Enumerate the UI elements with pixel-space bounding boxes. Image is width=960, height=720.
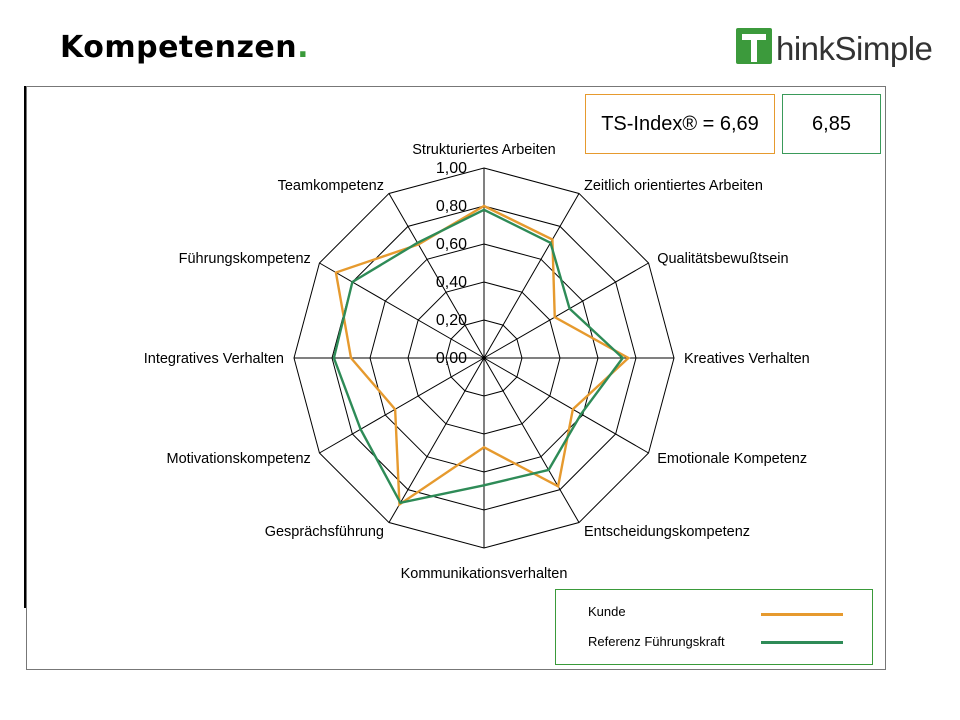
grid-spoke-3: [483, 262, 649, 359]
logo-mark-icon: [736, 28, 772, 64]
category-label-11: Führungskompetenz: [179, 251, 311, 267]
legend: Kunde Referenz Führungskraft: [555, 589, 873, 665]
grid-spoke-9: [319, 357, 485, 454]
category-label-3: Qualitätsbewußtsein: [657, 251, 788, 267]
category-label-7: Kommunikationsverhalten: [401, 566, 568, 582]
series-line-referenz: [332, 208, 625, 505]
category-label-12: Teamkompetenz: [278, 178, 384, 194]
category-label-10: Integratives Verhalten: [144, 351, 284, 367]
category-label-4: Kreatives Verhalten: [684, 351, 810, 367]
grid-spoke-5: [483, 357, 649, 454]
grid-spoke-6: [483, 357, 580, 523]
tick-label-1: 0,20: [436, 312, 467, 329]
grid-spoke-11: [319, 262, 485, 359]
grid-spoke-8: [388, 357, 485, 523]
legend-swatch-referenz: [761, 641, 843, 644]
tick-label-4: 0,80: [436, 198, 467, 215]
category-label-9: Motivationskompetenz: [167, 451, 311, 467]
ts-index-referenz-box: 6,85: [782, 94, 881, 154]
legend-label-kunde: Kunde: [588, 604, 626, 619]
category-label-5: Emotionale Kompetenz: [657, 451, 807, 467]
chart-frame: [26, 86, 886, 670]
title-dot: .: [297, 30, 310, 65]
category-label-1: Strukturiertes Arbeiten: [412, 142, 555, 158]
tick-label-3: 0,60: [436, 236, 467, 253]
category-label-6: Entscheidungskompetenz: [584, 524, 750, 540]
category-label-2: Zeitlich orientiertes Arbeiten: [584, 178, 763, 194]
legend-label-referenz: Referenz Führungskraft: [588, 634, 725, 649]
page-title: Kompetenzen.: [60, 30, 310, 65]
ts-index-kunde-value: TS-Index® = 6,69: [601, 112, 759, 135]
series-line-kunde: [334, 204, 631, 507]
tick-label-2: 0,40: [436, 274, 467, 291]
grid-spoke-2: [483, 193, 580, 359]
tick-label-5: 1,00: [436, 160, 467, 177]
thinksimple-logo: hinkSimple: [736, 26, 946, 74]
ts-index-referenz-value: 6,85: [812, 112, 851, 135]
frame-left-bar: [24, 86, 26, 608]
tick-label-0: 0,00: [436, 350, 467, 367]
logo-text: hinkSimple: [776, 30, 933, 67]
category-label-8: Gesprächsführung: [265, 524, 384, 540]
legend-swatch-kunde: [761, 613, 843, 616]
ts-index-kunde-box: TS-Index® = 6,69: [585, 94, 775, 154]
grid-spoke-12: [388, 193, 485, 359]
